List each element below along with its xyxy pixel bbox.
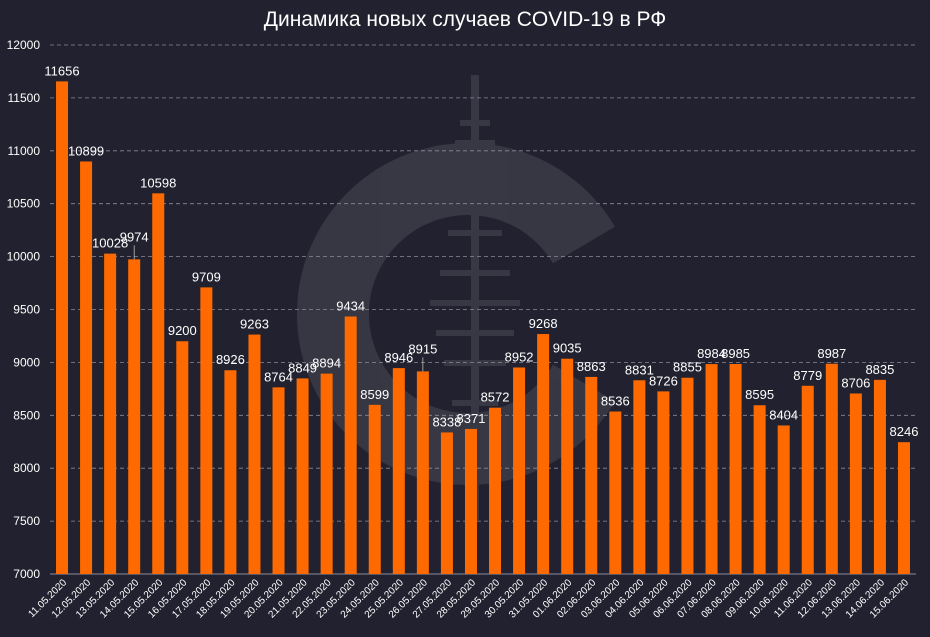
bar-value-label: 9263 (240, 317, 269, 332)
bar (200, 287, 213, 574)
bar (320, 373, 333, 574)
bar-value-label: 10598 (140, 175, 176, 190)
bar-value-label: 8915 (408, 341, 437, 356)
bar-value-label: 8764 (264, 369, 293, 384)
bar (825, 363, 838, 574)
bar (248, 334, 261, 574)
bar (80, 161, 93, 575)
bar (753, 405, 766, 574)
bar (224, 370, 237, 574)
bar-value-label: 8987 (817, 346, 846, 361)
y-tick-label: 12000 (7, 38, 41, 52)
bar-value-label: 8706 (841, 376, 870, 391)
bar (440, 432, 453, 574)
bar-value-label: 9974 (120, 229, 149, 244)
y-tick-label: 11000 (8, 144, 41, 158)
bar (897, 442, 910, 574)
bar-value-label: 8926 (216, 352, 245, 367)
bar-value-label: 8599 (360, 387, 389, 402)
bar-value-label: 8572 (481, 390, 510, 405)
y-tick-label: 9000 (13, 355, 40, 369)
bar (464, 428, 477, 574)
bar (873, 379, 886, 574)
bar (561, 358, 574, 574)
bar (777, 425, 790, 574)
bar (104, 253, 117, 574)
bar (537, 334, 550, 574)
bar (272, 387, 285, 574)
bar (513, 367, 526, 574)
bar (633, 380, 646, 574)
bar (801, 385, 814, 574)
y-tick-label: 8500 (13, 408, 40, 422)
bar-value-label: 8984 (697, 346, 726, 361)
y-tick-label: 9500 (13, 303, 40, 317)
bar-value-label: 9268 (529, 316, 558, 331)
bar-value-label: 8855 (673, 360, 702, 375)
y-tick-label: 10000 (7, 250, 41, 264)
bar (416, 371, 429, 574)
bar-value-label: 9035 (553, 341, 582, 356)
bar (705, 364, 718, 574)
chart-title: Динамика новых случаев COVID-19 в РФ (263, 8, 667, 31)
bar (344, 316, 357, 574)
bar-value-label: 10899 (68, 143, 104, 158)
bar (609, 411, 622, 574)
bar (729, 363, 742, 574)
bar-value-label: 8338 (432, 414, 461, 429)
bar-value-label: 8835 (865, 362, 894, 377)
bar-value-label: 9434 (336, 298, 365, 313)
bar (681, 377, 694, 574)
bar (489, 407, 502, 574)
bar-value-label: 8779 (793, 368, 822, 383)
bar-value-label: 8985 (721, 346, 750, 361)
y-tick-label: 7500 (13, 514, 40, 528)
bar (128, 259, 141, 574)
bar-value-label: 8894 (312, 356, 341, 371)
bar-value-label: 8863 (577, 359, 606, 374)
bar-value-label: 9709 (192, 269, 221, 284)
bar (585, 376, 598, 574)
bar-value-label: 8246 (890, 424, 919, 439)
bar (849, 393, 862, 574)
y-tick-label: 11500 (8, 91, 41, 105)
bar-value-label: 8849 (288, 360, 317, 375)
bar-value-label: 10028 (92, 236, 128, 251)
bar-value-label: 8831 (625, 362, 654, 377)
bar-value-label: 8946 (384, 350, 413, 365)
bar (296, 378, 309, 574)
y-tick-label: 8000 (13, 461, 40, 475)
bar-value-label: 8952 (505, 349, 534, 364)
bar-value-label: 8726 (649, 373, 678, 388)
bar-value-label: 11656 (44, 63, 79, 78)
bar-value-label: 9200 (168, 323, 197, 338)
bar-value-label: 8404 (769, 407, 798, 422)
bar-value-label: 8536 (601, 393, 630, 408)
y-tick-label: 7000 (13, 567, 40, 581)
bar (368, 404, 381, 574)
y-tick-label: 10500 (7, 197, 41, 211)
bar (176, 341, 189, 574)
bar-value-label: 8595 (745, 387, 774, 402)
bar (657, 391, 670, 574)
bar (56, 81, 69, 574)
bar (152, 193, 165, 574)
bar-value-label: 8371 (457, 411, 486, 426)
bar (392, 368, 405, 574)
